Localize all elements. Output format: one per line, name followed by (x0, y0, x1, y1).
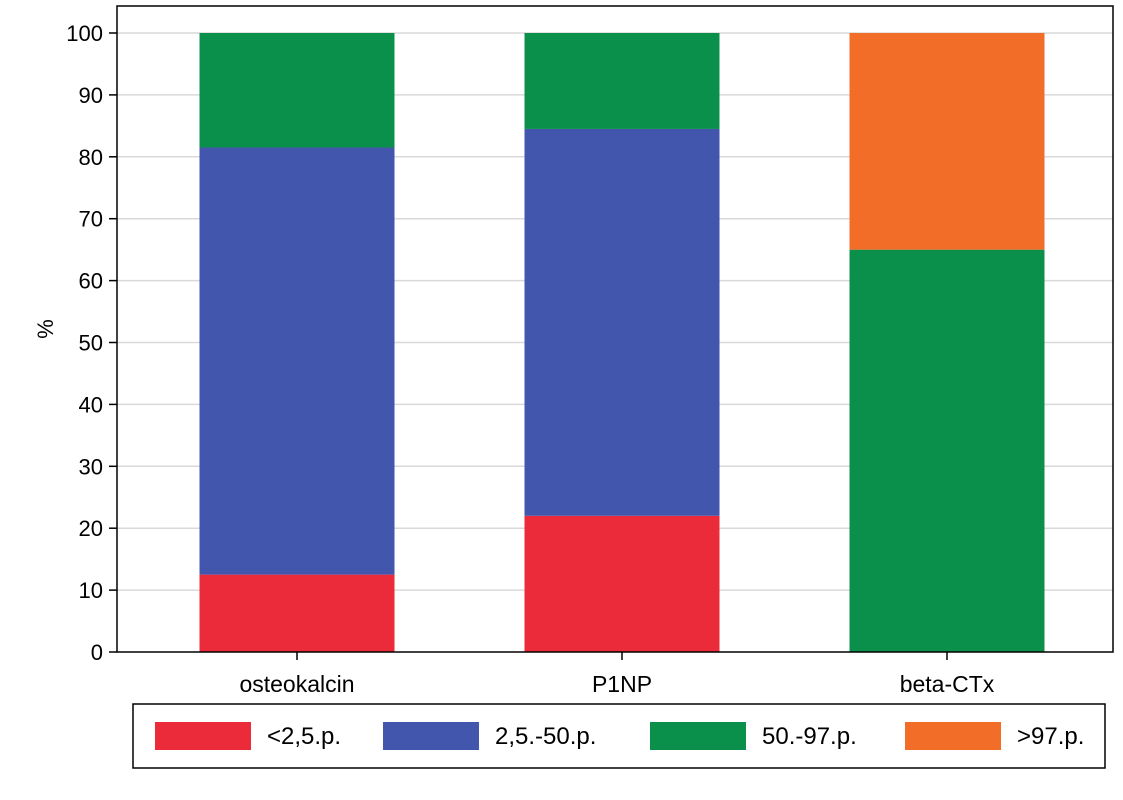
x-tick-label: osteokalcin (239, 671, 354, 697)
y-tick-label: 10 (79, 578, 103, 603)
y-tick-label: 80 (79, 145, 103, 170)
bar-segment (524, 128, 720, 516)
legend-swatch (905, 722, 1001, 750)
y-axis-label: % (33, 319, 58, 339)
y-tick-label: 30 (79, 454, 103, 479)
legend-swatch (155, 722, 251, 750)
legend-swatch (650, 722, 746, 750)
legend-box (132, 703, 1106, 769)
y-tick-label: 90 (79, 83, 103, 108)
x-tick-label: P1NP (592, 671, 652, 697)
bar-segment (199, 147, 395, 575)
bar-segment (199, 33, 395, 148)
y-tick-label: 100 (66, 21, 103, 46)
plot-frame (116, 5, 1114, 653)
x-tick-label: beta-CTx (900, 671, 995, 697)
y-tick-label: 20 (79, 516, 103, 541)
bar-segment (524, 33, 720, 129)
bars (199, 33, 1045, 652)
legend: <2,5.p. 2,5.-50.p. 50.-97.p. >97.p. (132, 703, 1106, 769)
y-tick-label: 70 (79, 207, 103, 232)
bar-segment (849, 249, 1045, 652)
y-tick-label: 60 (79, 269, 103, 294)
legend-label: >97.p. (1017, 723, 1084, 750)
x-axis: osteokalcin P1NP beta-CTx (239, 652, 995, 697)
bar-segment (849, 33, 1045, 250)
legend-label: <2,5.p. (267, 723, 341, 750)
y-tick-label: 40 (79, 392, 103, 417)
legend-label: 2,5.-50.p. (495, 723, 596, 750)
y-axis: 0 10 20 30 40 50 60 70 80 90 100 (66, 21, 117, 665)
y-tick-label: 0 (91, 640, 103, 665)
bar-segment (199, 574, 395, 652)
legend-label: 50.-97.p. (762, 723, 857, 750)
bar-segment (524, 515, 720, 652)
y-tick-label: 50 (79, 331, 103, 356)
legend-swatch (383, 722, 479, 750)
